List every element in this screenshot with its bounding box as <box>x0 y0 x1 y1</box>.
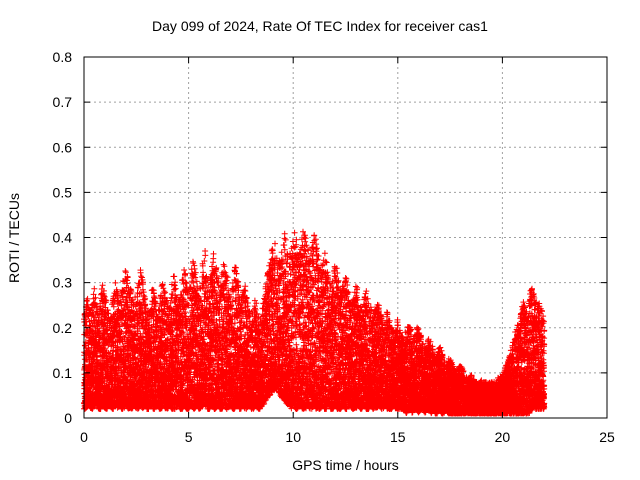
scatter-markers <box>81 228 548 417</box>
axis-ticks: 0 5 10 15 20 25 0 0.1 0.2 0.3 0.4 0.5 0.6 0.7 0.8 <box>53 49 615 445</box>
y-tick-label: 0.3 <box>53 275 73 291</box>
y-tick-label: 0.4 <box>53 230 73 246</box>
y-tick-label: 0.1 <box>53 365 73 381</box>
x-tick-label: 15 <box>390 429 406 445</box>
x-tick-label: 25 <box>599 429 615 445</box>
y-tick-label: 0.2 <box>53 320 73 336</box>
x-tick-label: 20 <box>495 429 511 445</box>
x-tick-label: 5 <box>185 429 193 445</box>
y-axis-label: ROTI / TECUs <box>6 193 22 283</box>
chart-title: Day 099 of 2024, Rate Of TEC Index for r… <box>152 18 488 34</box>
x-axis-label: GPS time / hours <box>292 457 399 473</box>
y-tick-label: 0.5 <box>53 184 73 200</box>
y-tick-label: 0.6 <box>53 139 73 155</box>
x-tick-label: 0 <box>80 429 88 445</box>
y-tick-label: 0 <box>64 410 72 426</box>
y-tick-label: 0.7 <box>53 94 73 110</box>
data-points <box>81 228 548 417</box>
y-tick-label: 0.8 <box>53 49 73 65</box>
x-tick-label: 10 <box>285 429 301 445</box>
